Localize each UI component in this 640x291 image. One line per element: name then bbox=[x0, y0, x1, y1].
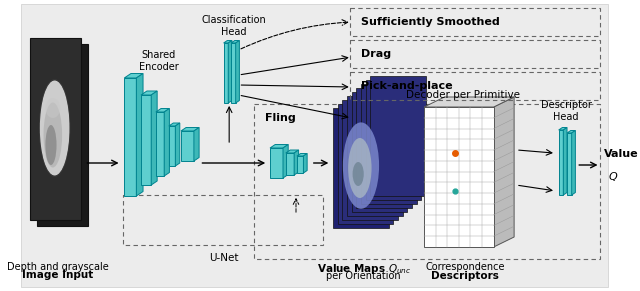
Polygon shape bbox=[286, 150, 299, 153]
Polygon shape bbox=[156, 112, 164, 176]
Polygon shape bbox=[333, 108, 389, 228]
Polygon shape bbox=[270, 148, 283, 178]
Polygon shape bbox=[164, 109, 170, 176]
Polygon shape bbox=[493, 97, 514, 247]
Text: Image Input: Image Input bbox=[22, 270, 93, 280]
Polygon shape bbox=[356, 88, 412, 208]
Polygon shape bbox=[236, 40, 239, 103]
Polygon shape bbox=[567, 133, 572, 195]
Text: U-Net: U-Net bbox=[209, 253, 238, 263]
Polygon shape bbox=[124, 74, 143, 78]
Text: Value Maps $Q_{unc}$: Value Maps $Q_{unc}$ bbox=[317, 262, 411, 276]
Polygon shape bbox=[294, 150, 299, 175]
Text: Classification
Head: Classification Head bbox=[202, 15, 266, 37]
Polygon shape bbox=[223, 43, 228, 103]
Bar bbox=[254, 104, 600, 259]
Polygon shape bbox=[371, 76, 426, 196]
Ellipse shape bbox=[45, 125, 56, 165]
Polygon shape bbox=[347, 96, 403, 216]
Polygon shape bbox=[141, 95, 151, 185]
Text: Pick-and-place: Pick-and-place bbox=[361, 81, 452, 91]
Polygon shape bbox=[352, 92, 408, 212]
Polygon shape bbox=[297, 153, 307, 156]
Polygon shape bbox=[136, 74, 143, 196]
Polygon shape bbox=[286, 153, 294, 175]
Text: Sufficiently Smoothed: Sufficiently Smoothed bbox=[361, 17, 500, 27]
Text: Correspondence: Correspondence bbox=[425, 262, 505, 272]
Polygon shape bbox=[270, 145, 288, 148]
Text: Decoder per Primitive: Decoder per Primitive bbox=[406, 90, 520, 100]
Bar bbox=[350, 8, 600, 36]
Ellipse shape bbox=[343, 123, 379, 209]
Text: $Q$: $Q$ bbox=[608, 170, 618, 183]
Ellipse shape bbox=[353, 162, 364, 186]
Polygon shape bbox=[303, 153, 307, 173]
Ellipse shape bbox=[45, 98, 60, 118]
Polygon shape bbox=[559, 127, 567, 130]
Polygon shape bbox=[338, 104, 394, 224]
Polygon shape bbox=[141, 91, 157, 95]
Polygon shape bbox=[231, 40, 239, 43]
Text: per Orientation: per Orientation bbox=[326, 271, 401, 281]
Polygon shape bbox=[297, 156, 303, 173]
Polygon shape bbox=[181, 127, 199, 131]
Polygon shape bbox=[37, 44, 88, 226]
Text: Descriptors: Descriptors bbox=[431, 271, 499, 281]
Ellipse shape bbox=[44, 102, 62, 168]
Bar bbox=[350, 40, 600, 68]
Text: Shared
Encoder: Shared Encoder bbox=[139, 49, 179, 72]
Polygon shape bbox=[124, 78, 136, 196]
Polygon shape bbox=[223, 40, 232, 43]
Text: Drag: Drag bbox=[361, 49, 391, 59]
Polygon shape bbox=[194, 127, 199, 161]
Ellipse shape bbox=[40, 81, 70, 175]
Bar bbox=[350, 72, 600, 100]
Polygon shape bbox=[361, 84, 417, 204]
Polygon shape bbox=[567, 130, 575, 133]
Polygon shape bbox=[424, 97, 514, 107]
Bar bbox=[124, 195, 323, 245]
Text: Depth and grayscale: Depth and grayscale bbox=[6, 262, 108, 272]
Polygon shape bbox=[572, 130, 575, 195]
Ellipse shape bbox=[348, 138, 372, 198]
Polygon shape bbox=[169, 123, 180, 126]
Polygon shape bbox=[283, 145, 288, 178]
Polygon shape bbox=[156, 109, 170, 112]
Polygon shape bbox=[169, 126, 175, 166]
Polygon shape bbox=[559, 130, 563, 195]
Polygon shape bbox=[175, 123, 180, 166]
Polygon shape bbox=[231, 43, 236, 103]
Polygon shape bbox=[151, 91, 157, 185]
Text: Fling: Fling bbox=[266, 113, 296, 123]
Polygon shape bbox=[365, 80, 421, 200]
Polygon shape bbox=[424, 107, 493, 247]
Polygon shape bbox=[342, 100, 398, 220]
Polygon shape bbox=[29, 38, 81, 220]
Text: Value: Value bbox=[604, 149, 639, 159]
Polygon shape bbox=[181, 131, 194, 161]
Polygon shape bbox=[228, 40, 232, 103]
Text: Descriptor
Head: Descriptor Head bbox=[541, 100, 591, 122]
Polygon shape bbox=[563, 127, 567, 195]
